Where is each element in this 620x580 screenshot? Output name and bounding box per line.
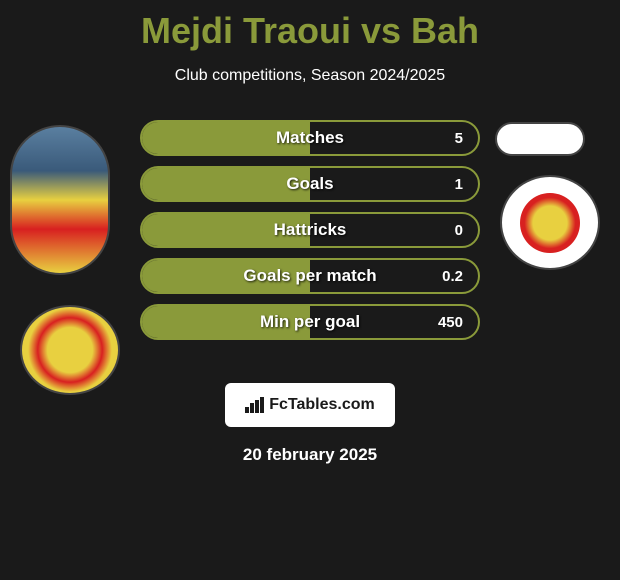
club-left-badge [20,305,120,395]
date-text: 20 february 2025 [243,445,377,465]
stat-value: 0.2 [442,268,463,285]
stat-label: Goals [286,174,333,194]
stat-bar-min-per-goal: Min per goal 450 [140,304,480,340]
chart-icon [245,397,265,413]
stat-label: Hattricks [274,220,347,240]
stat-bar-goals-per-match: Goals per match 0.2 [140,258,480,294]
logo-text: FcTables.com [269,396,375,414]
stat-label: Matches [276,128,344,148]
stat-label: Goals per match [243,266,376,286]
stat-bar-hattricks: Hattricks 0 [140,212,480,248]
stat-label: Min per goal [260,312,360,332]
stat-bar-goals: Goals 1 [140,166,480,202]
stats-container: Matches 5 Goals 1 Hattricks 0 Goals per … [140,120,480,350]
stat-value: 5 [455,130,463,147]
stat-value: 450 [438,314,463,331]
stat-value: 0 [455,222,463,239]
player-right-avatar [495,122,585,156]
page-title: Mejdi Traoui vs Bah [0,0,620,52]
stat-bar-matches: Matches 5 [140,120,480,156]
club-right-inner [520,193,580,253]
club-right-badge [500,175,600,270]
stat-fill [142,168,310,200]
page-subtitle: Club competitions, Season 2024/2025 [0,67,620,85]
stat-value: 1 [455,176,463,193]
fctables-logo[interactable]: FcTables.com [225,383,395,427]
player-left-avatar [10,125,110,275]
